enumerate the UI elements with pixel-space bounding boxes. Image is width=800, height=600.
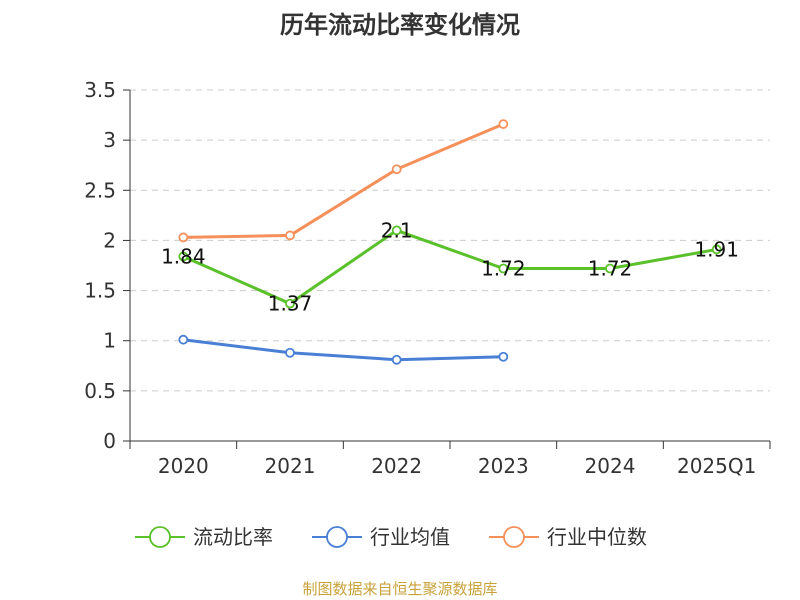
- legend-label: 行业均值: [370, 525, 450, 549]
- data-point[interactable]: [498, 351, 509, 362]
- y-tick-label: 2.5: [84, 178, 116, 202]
- data-point[interactable]: [391, 164, 402, 175]
- data-label: 1.72: [588, 257, 633, 281]
- data-point[interactable]: [711, 244, 722, 255]
- y-tick-label: 0.5: [84, 379, 116, 403]
- data-point[interactable]: [178, 334, 189, 345]
- data-point[interactable]: [391, 354, 402, 365]
- data-point[interactable]: [178, 232, 189, 243]
- y-tick-label: 2: [103, 228, 116, 252]
- grid-lines: [130, 89, 770, 392]
- data-labels: 1.84 1.37 2.1 1.72 1.72 1.91: [161, 218, 739, 315]
- data-label: 1.84: [161, 244, 206, 268]
- x-tick-label: 2022: [371, 454, 422, 478]
- series-line-0: [182, 228, 717, 306]
- data-point[interactable]: [605, 263, 615, 274]
- y-tick-label: 3: [103, 128, 116, 152]
- legend-item-2[interactable]: 行业中位数: [489, 525, 647, 549]
- data-point[interactable]: [285, 230, 295, 241]
- chart-title: 历年流动比率变化情况: [280, 11, 520, 39]
- data-point[interactable]: [391, 225, 402, 236]
- data-point[interactable]: [285, 347, 295, 358]
- legend-marker-icon: [503, 526, 525, 548]
- series-lines: [178, 119, 722, 365]
- y-tick-label: 1.5: [84, 279, 116, 303]
- y-tick-label: 0: [103, 429, 116, 453]
- x-tick-label: 2024: [585, 454, 636, 478]
- series-line-1: [183, 338, 504, 362]
- x-tick-label: 2020: [158, 454, 209, 478]
- data-point[interactable]: [498, 119, 509, 129]
- data-label: 2.1: [381, 218, 413, 242]
- x-tick-label: 2025Q1: [677, 454, 756, 478]
- data-label: 1.72: [481, 257, 526, 281]
- legend-marker-icon: [149, 526, 171, 548]
- data-point[interactable]: [178, 251, 189, 262]
- data-label: 1.37: [268, 292, 313, 316]
- x-tick-label: 2021: [265, 454, 316, 478]
- axes: 0 0.5 1 1.5 2 2.5 3 3.5 2020 2021 2022 2023 2024 2025…: [84, 78, 771, 478]
- data-point[interactable]: [498, 263, 509, 274]
- legend[interactable]: 流动比率 行业均值 行业中位数: [135, 525, 647, 549]
- x-tick-label: 2023: [478, 454, 529, 478]
- legend-item-0[interactable]: 流动比率: [135, 525, 273, 549]
- legend-item-1[interactable]: 行业均值: [312, 525, 450, 549]
- legend-label: 行业中位数: [547, 525, 647, 549]
- data-point[interactable]: [285, 298, 295, 309]
- legend-marker-icon: [326, 526, 348, 548]
- y-tick-label: 3.5: [84, 78, 116, 102]
- legend-label: 流动比率: [193, 525, 273, 549]
- source-note: 制图数据来自恒生聚源数据库: [302, 580, 497, 598]
- y-tick-label: 1: [103, 329, 116, 353]
- series-line-2: [183, 122, 504, 239]
- data-label: 1.91: [694, 237, 739, 261]
